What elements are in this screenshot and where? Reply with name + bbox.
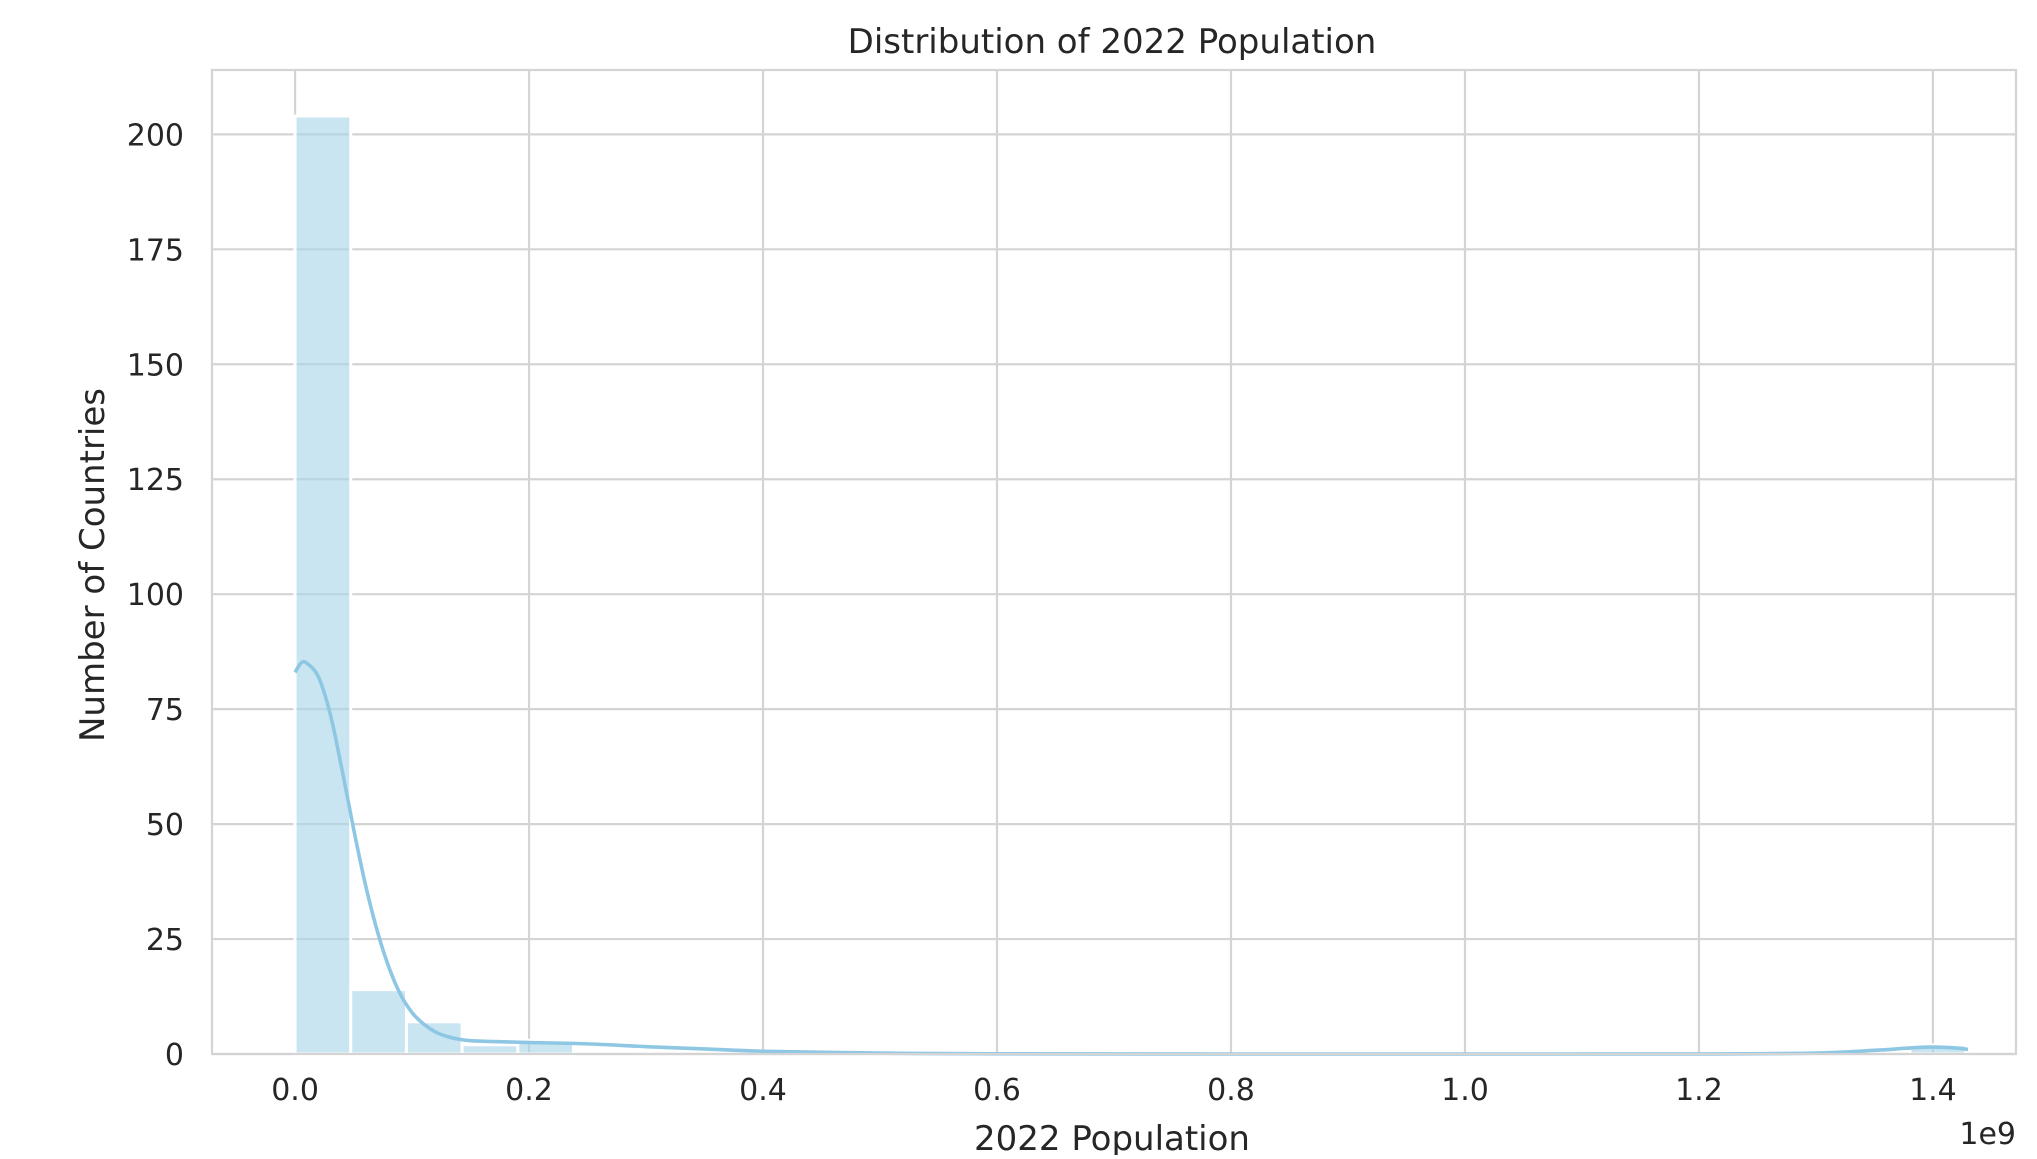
x-tick-label: 0.4 (739, 1073, 787, 1108)
y-tick-label: 0 (165, 1038, 184, 1073)
y-tick-label: 200 (127, 118, 184, 153)
axes-frame (210, 68, 2018, 1056)
histogram-bar (460, 1043, 520, 1056)
y-tick-label: 25 (146, 923, 184, 958)
histogram-bar (349, 988, 408, 1056)
y-tick-label: 75 (146, 693, 184, 728)
x-tick-label: 0.8 (1207, 1073, 1255, 1108)
x-tick-label: 1.4 (1909, 1073, 1957, 1108)
y-tick-label: 175 (127, 233, 184, 268)
x-axis-offset-label: 1e9 (1959, 1117, 2016, 1152)
tick-labels-layer: 0.0 0.2 0.4 0.6 0.8 1.0 1.2 1.4 0 25 50 75 100 125 150… (127, 118, 1957, 1108)
x-tick-label: 0.2 (505, 1073, 553, 1108)
grid-layer (212, 70, 2016, 1056)
kde-curve (293, 659, 1969, 1056)
y-tick-label: 100 (127, 578, 184, 613)
x-axis-label: 2022 Population (974, 1119, 1250, 1155)
x-tick-label: 1.0 (1441, 1073, 1489, 1108)
x-tick-label: 0.6 (973, 1073, 1021, 1108)
bars-layer (293, 114, 1968, 1056)
chart-title: Distribution of 2022 Population (848, 22, 1377, 62)
y-axis-label: Number of Countries (73, 388, 113, 742)
kde-layer (293, 659, 1969, 1056)
x-tick-label: 1.2 (1675, 1073, 1723, 1108)
x-tick-label: 0.0 (271, 1073, 319, 1108)
histogram-bar (293, 114, 353, 1056)
y-tick-label: 50 (146, 808, 184, 843)
y-tick-label: 150 (127, 348, 184, 383)
y-tick-label: 125 (127, 463, 184, 498)
